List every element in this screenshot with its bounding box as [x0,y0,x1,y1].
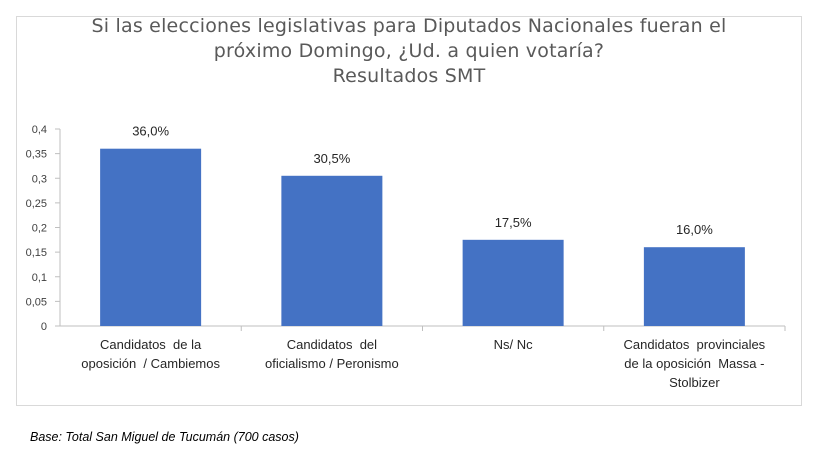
y-tick-label: 0,15 [26,247,47,259]
category-label: oposición / Cambiemos [81,356,220,371]
bar [462,239,564,326]
y-tick-label: 0,4 [32,124,47,136]
y-tick-label: 0,25 [26,198,47,210]
data-label: 30,5% [313,151,350,166]
y-tick-label: 0,2 [32,223,47,235]
category-label: Candidatos del [287,337,377,352]
y-tick-label: 0,35 [26,149,47,161]
chart-title-line-2: próximo Domingo, ¿Ud. a quien votaría? [213,40,605,62]
category-label: Ns/ Nc [494,337,534,352]
category-label: Candidatos de la [100,337,202,352]
bar [281,175,383,326]
footnote: Base: Total San Miguel de Tucumán (700 c… [30,430,299,444]
y-tick-label: 0,1 [32,272,47,284]
y-tick-label: 0,3 [32,173,47,185]
y-tick-label: 0,05 [26,296,47,308]
category-label: Candidatos provinciales [624,337,766,352]
bar [643,247,745,326]
category-label: de la oposición Massa - [624,356,764,371]
data-label: 36,0% [132,124,169,139]
y-tick-label: 0 [41,321,47,333]
category-label: Stolbizer [669,375,720,390]
data-label: 17,5% [495,215,532,230]
category-label: oficialismo / Peronismo [265,356,399,371]
chart-title: Si las elecciones legislativas para Dipu… [0,14,818,89]
data-label: 16,0% [676,222,713,237]
bar [100,148,202,326]
chart-title-line-3: Resultados SMT [332,65,486,87]
chart-title-line-1: Si las elecciones legislativas para Dipu… [91,15,727,37]
